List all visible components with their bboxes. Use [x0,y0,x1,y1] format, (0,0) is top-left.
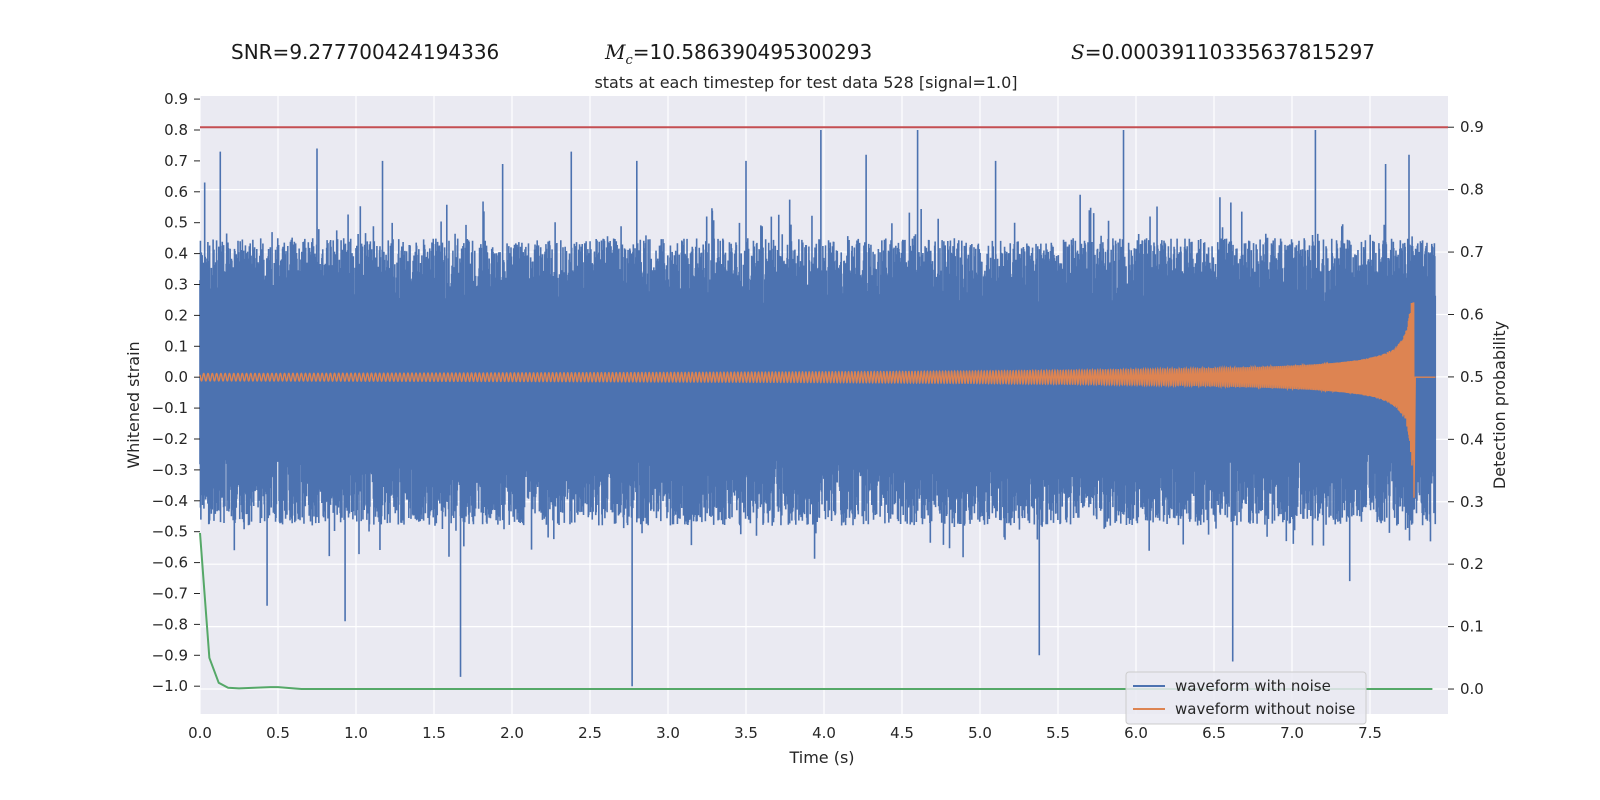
y-tick-label: −0.9 [152,646,188,664]
y2-tick-label: 0.6 [1460,305,1484,323]
chirp-mass-stat: Mc=10.586390495300293 [605,40,873,68]
x-tick-label: 3.0 [656,724,680,742]
x-axis: 0.0 0.5 1.0 1.5 2.0 2.5 3.0 3.5 4.0 4.5 5.0 5.5 6.0 6… [188,724,1382,742]
x-tick-label: 0.5 [266,724,290,742]
x-tick-label: 5.0 [968,724,992,742]
y2-tick-label: 0.0 [1460,680,1484,698]
y-tick-label: −1.0 [152,677,188,695]
x-tick-label: 2.5 [578,724,602,742]
x-tick-label: 4.0 [812,724,836,742]
x-tick-label: 4.5 [890,724,914,742]
legend-label-noise: waveform with noise [1175,677,1331,695]
series-layer [199,126,1448,691]
x-tick-label: 6.5 [1202,724,1226,742]
y-tick-label: 0.8 [164,121,188,139]
y-tick-label: 0.5 [164,214,188,232]
y-axis-label: Whitened strain [124,341,143,468]
legend-label-clean: waveform without noise [1175,700,1355,718]
y-tick-label: −0.6 [152,554,188,572]
x-tick-label: 0.0 [188,724,212,742]
y2-tick-label: 0.2 [1460,555,1484,573]
y-tick-label: −0.1 [152,399,188,417]
y-tick-label: 0.0 [164,368,188,386]
y-tick-label: −0.4 [152,492,188,510]
y-tick-label: −0.5 [152,523,188,541]
y-tick-label: −0.2 [152,430,188,448]
x-tick-label: 6.0 [1124,724,1148,742]
y2-tick-label: 0.8 [1460,181,1484,199]
y2-tick-label: 0.4 [1460,430,1484,448]
legend-box [1125,671,1367,725]
y-tick-label: 0.6 [164,183,188,201]
legend: waveform with noise waveform without noi… [1125,671,1367,725]
y-tick-label: 0.4 [164,245,188,263]
y2-tick-label: 0.3 [1460,493,1484,511]
y-tick-label: −0.7 [152,584,188,602]
y-tick-label: 0.3 [164,275,188,293]
y-axis-right: 0.9 0.8 0.7 0.6 0.5 0.4 0.3 0.2 0.1 0.0 [1448,118,1484,698]
x-tick-label: 5.5 [1046,724,1070,742]
y-tick-label: 0.9 [164,90,188,108]
y-axis-left: 0.9 0.8 0.7 0.6 0.5 0.4 0.3 0.2 0.1 0.0 −0.1 −0.2 −0… [152,90,200,695]
x-tick-label: 1.0 [344,724,368,742]
x-tick-label: 2.0 [500,724,524,742]
y-tick-label: −0.8 [152,615,188,633]
y-tick-label: 0.1 [164,337,188,355]
x-tick-label: 3.5 [734,724,758,742]
snr-stat: SNR=9.277700424194336 [231,40,500,64]
x-axis-label: Time (s) [788,748,854,767]
y2-tick-label: 0.1 [1460,618,1484,636]
y2-tick-label: 0.9 [1460,118,1484,136]
series-waveform-without-noise [199,302,1436,498]
x-tick-label: 1.5 [422,724,446,742]
y-tick-label: 0.7 [164,152,188,170]
x-tick-label: 7.5 [1358,724,1382,742]
y-tick-label: −0.3 [152,461,188,479]
y-tick-label: 0.2 [164,306,188,324]
x-tick-label: 7.0 [1280,724,1304,742]
y2-tick-label: 0.5 [1460,368,1484,386]
chart-title: stats at each timestep for test data 528… [594,73,1017,92]
series-detection-probability [199,532,1433,691]
y-axis-right-label: Detection probability [1490,321,1509,489]
s-stat: S=0.00039110335637815297 [1071,40,1376,64]
y2-tick-label: 0.7 [1460,243,1484,261]
